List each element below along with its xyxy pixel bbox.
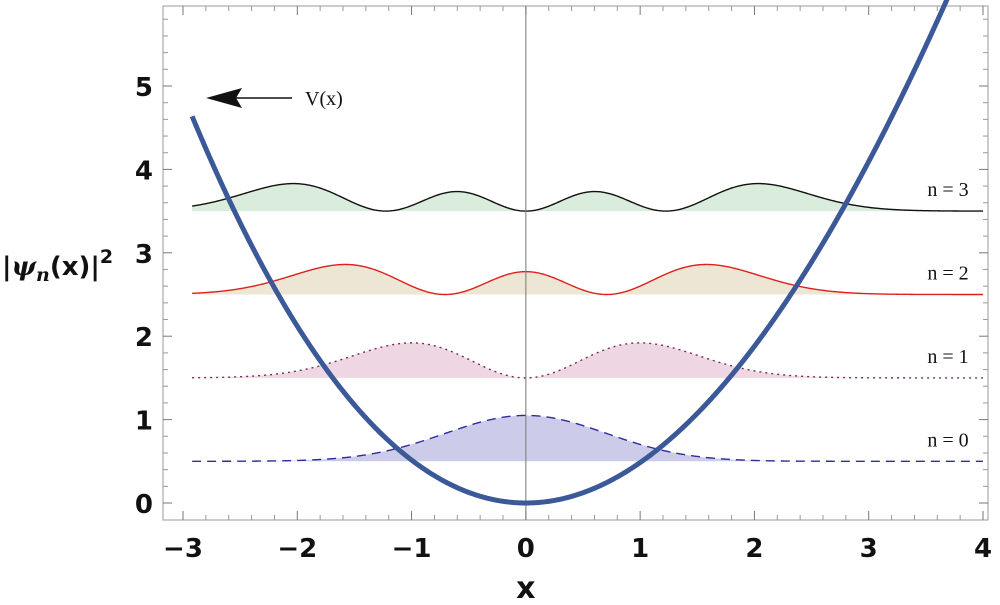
x-tick-label: −3 (163, 534, 203, 564)
x-tick-label: −2 (277, 534, 317, 564)
x-tick-label: 3 (860, 534, 878, 564)
y-tick-label: 3 (135, 240, 153, 270)
level-fill-1 (192, 342, 983, 378)
annotation-arrowhead (206, 88, 242, 108)
y-tick-label: 1 (135, 407, 153, 437)
level-fill-0 (192, 415, 983, 462)
ylabel-psi: ψ (12, 252, 38, 282)
annotation-label: V(x) (305, 88, 343, 110)
y-tick-label: 2 (135, 323, 153, 353)
x-tick-label: 1 (631, 534, 649, 564)
x-tick-label: 2 (745, 534, 763, 564)
ylabel-subscript: n (36, 264, 50, 286)
y-tick-label: 4 (135, 156, 153, 186)
wavefunction-n2 (192, 263, 983, 296)
ylabel-arg: (x)| (50, 252, 100, 282)
level-label-n0: n = 0 (927, 429, 968, 451)
y-tick-label: 0 (135, 490, 153, 520)
y-tick-label: 5 (135, 73, 153, 103)
wavefunction-n3 (192, 182, 983, 212)
level-fills (192, 183, 983, 462)
x-axis-label: x (516, 571, 535, 605)
plot-frame (162, 5, 989, 521)
y-axis-label: |ψn(x)|2 (2, 246, 113, 286)
level-label-n1: n = 1 (927, 346, 968, 368)
x-tick-label: 0 (517, 534, 535, 564)
level-label-n2: n = 2 (927, 263, 968, 285)
x-tick-label: −1 (392, 534, 432, 564)
potential-curve (189, 0, 950, 506)
vx-annotation: V(x) (206, 88, 343, 110)
level-fill-2 (192, 264, 983, 295)
ylabel-bar-open: | (2, 252, 12, 282)
level-label-n3: n = 3 (927, 179, 968, 201)
y-tick-labels: 0 1 2 3 4 5 (135, 73, 153, 520)
plot-border (162, 5, 989, 521)
ylabel-superscript: 2 (100, 246, 113, 268)
x-tick-label: 4 (974, 534, 992, 564)
x-tick-labels: −3 −2 −1 0 1 2 3 4 (163, 534, 992, 564)
level-fill-3 (192, 183, 983, 212)
axis-ticks (163, 6, 988, 520)
wavefunction-curves (192, 182, 983, 462)
level-labels: n = 0 n = 1 n = 2 n = 3 (927, 179, 968, 451)
